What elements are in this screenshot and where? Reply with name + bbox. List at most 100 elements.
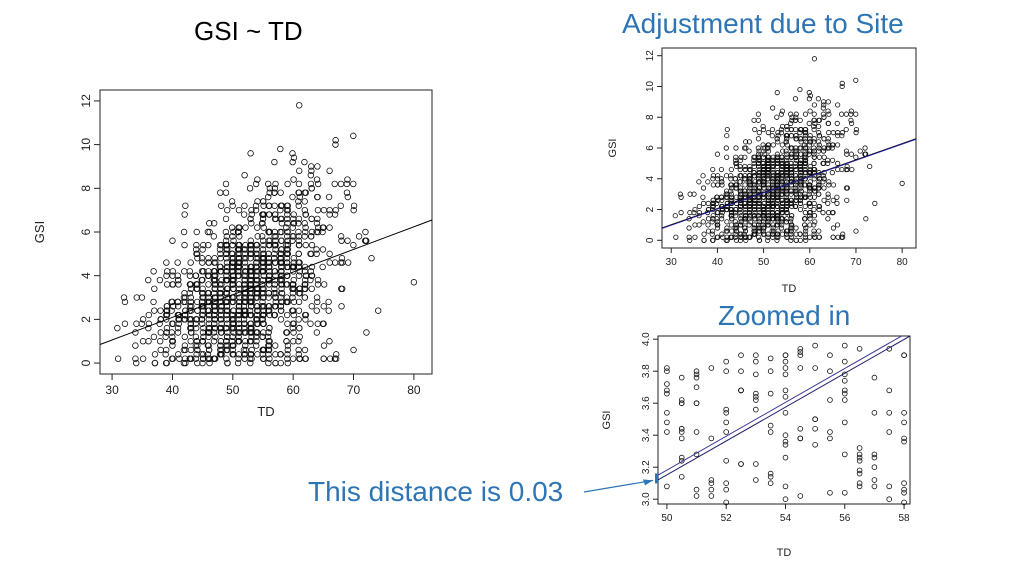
data-point — [821, 136, 827, 142]
data-point — [278, 268, 285, 275]
data-point — [778, 126, 784, 133]
data-point — [157, 307, 164, 314]
data-point — [187, 324, 194, 332]
data-point — [343, 189, 351, 196]
data-point — [289, 324, 296, 332]
data-point — [295, 351, 302, 358]
data-point — [295, 233, 303, 240]
data-point — [289, 150, 296, 157]
data-point — [302, 316, 309, 323]
data-point — [769, 126, 776, 133]
data-point — [752, 179, 758, 185]
data-point — [211, 285, 219, 292]
data-point — [760, 179, 766, 185]
data-point — [802, 203, 808, 210]
data-point — [295, 346, 302, 354]
data-point — [723, 191, 729, 197]
data-point — [788, 151, 794, 157]
data-point — [338, 303, 345, 310]
data-point — [266, 272, 273, 279]
data-point — [319, 246, 327, 253]
data-point — [302, 224, 309, 231]
distance-annotation: This distance is 0.03 — [308, 476, 564, 507]
data-point — [778, 130, 784, 136]
data-point — [733, 225, 740, 231]
data-point — [199, 259, 206, 266]
data-point — [295, 189, 303, 196]
data-point — [241, 281, 248, 288]
data-point — [830, 197, 836, 203]
data-point — [778, 206, 785, 213]
data-point — [807, 179, 813, 185]
data-point — [211, 355, 218, 362]
data-point — [834, 120, 840, 126]
data-point — [163, 346, 170, 354]
data-point — [867, 163, 873, 170]
data-point — [277, 228, 284, 236]
data-point — [756, 228, 762, 234]
data-point — [714, 234, 720, 240]
data-point — [264, 180, 272, 188]
data-point — [307, 180, 315, 188]
data-point — [742, 182, 748, 188]
annotation-arrowhead — [643, 479, 653, 486]
data-point — [757, 237, 763, 243]
data-point — [247, 268, 255, 275]
x-tick-label: 30 — [666, 257, 678, 268]
data-point — [811, 213, 818, 219]
data-point — [259, 268, 267, 275]
data-point — [783, 219, 790, 225]
data-point — [856, 445, 863, 451]
data-point — [769, 213, 775, 219]
data-point — [187, 338, 194, 345]
data-point — [205, 311, 212, 319]
data-point — [789, 114, 795, 120]
data-point — [228, 324, 236, 332]
data-point — [258, 233, 266, 240]
data-point — [194, 250, 201, 258]
data-point — [733, 154, 739, 160]
data-point — [211, 316, 219, 323]
data-point — [853, 126, 859, 133]
data-point — [121, 298, 129, 306]
data-point — [693, 493, 700, 499]
data-point — [278, 202, 286, 209]
data-point — [290, 311, 297, 319]
data-point — [272, 359, 279, 367]
data-point — [247, 324, 254, 332]
data-point — [121, 320, 129, 327]
data-point — [782, 441, 789, 448]
data-point — [862, 145, 868, 151]
data-point — [811, 151, 817, 157]
data-point — [751, 154, 757, 160]
data-point — [788, 170, 794, 176]
data-point — [139, 338, 147, 345]
data-point — [252, 180, 260, 188]
data-point — [853, 228, 859, 234]
data-point — [199, 355, 207, 362]
data-point — [241, 171, 248, 179]
data-point — [187, 294, 194, 301]
data-point — [710, 228, 716, 234]
data-point — [192, 320, 199, 327]
data-point — [778, 166, 785, 173]
fit-line — [99, 219, 433, 345]
data-point — [230, 324, 237, 332]
chart-0: 30 40 50 60 70 80 0 2 4 6 8 10 12 TD GSI — [32, 89, 433, 419]
data-point — [290, 320, 297, 327]
data-point — [838, 111, 845, 117]
data-point — [687, 237, 693, 243]
data-point — [314, 206, 322, 214]
data-point — [769, 194, 775, 200]
data-point — [222, 180, 230, 188]
data-point — [792, 203, 798, 210]
data-point — [193, 298, 201, 306]
data-point — [289, 158, 296, 166]
data-point — [265, 351, 272, 358]
data-point — [664, 483, 670, 490]
data-point — [169, 237, 176, 244]
data-point — [769, 133, 775, 139]
data-point — [820, 105, 826, 111]
data-point — [212, 276, 219, 284]
data-point — [308, 185, 315, 192]
